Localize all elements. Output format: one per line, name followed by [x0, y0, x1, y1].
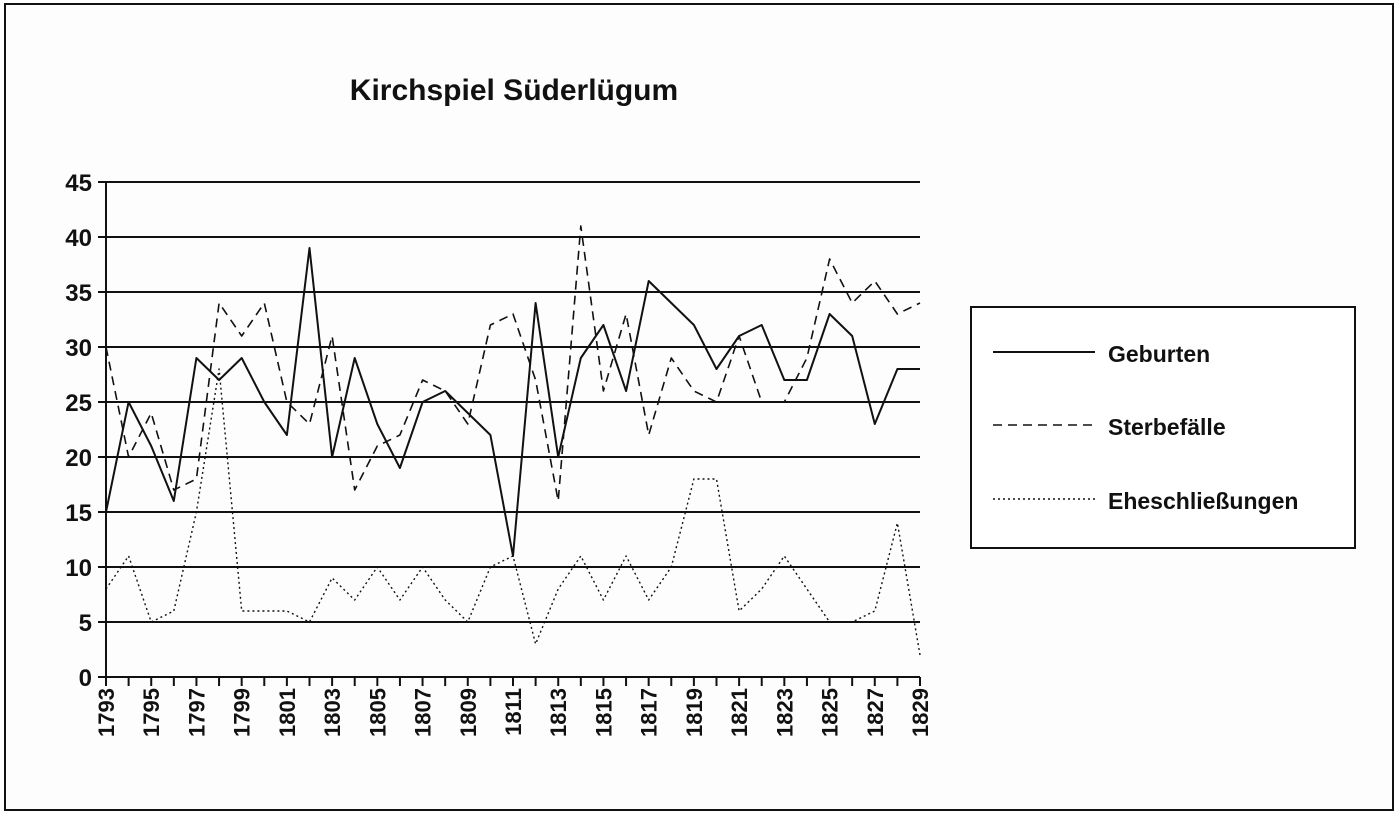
y-tick-label: 5 [79, 610, 92, 637]
x-tick-label: 1819 [682, 688, 707, 737]
legend: Geburten Sterbefälle Eheschließungen [970, 306, 1356, 549]
x-tick-label: 1797 [184, 688, 209, 737]
y-tick-label: 10 [65, 555, 92, 582]
axes [98, 181, 921, 686]
series-line-sterbefälle [105, 225, 921, 502]
x-tick-label: 1803 [320, 688, 345, 737]
x-tick-label: 1793 [94, 688, 119, 737]
legend-label: Eheschließungen [1108, 488, 1298, 514]
y-tick-label: 35 [65, 280, 92, 307]
y-tick-label: 40 [65, 225, 92, 252]
x-tick-label: 1809 [456, 688, 481, 737]
series-line-eheschließungen [105, 368, 921, 656]
x-tick-label: 1801 [275, 688, 300, 737]
x-tick-label: 1815 [591, 688, 616, 737]
chart-title: Kirchspiel Süderlügum [350, 74, 678, 107]
x-tick-label: 1795 [139, 688, 164, 737]
x-tick-label: 1827 [863, 688, 888, 737]
gridlines [106, 181, 920, 623]
x-tick-label: 1799 [230, 688, 255, 737]
y-tick-label: 20 [65, 445, 92, 472]
legend-box [970, 306, 1356, 549]
x-tick-label: 1825 [818, 688, 843, 737]
y-tick-label: 15 [65, 500, 92, 527]
y-tick-labels: 0 5 10 15 20 25 30 35 40 45 [65, 170, 92, 692]
x-tick-label: 1823 [772, 688, 797, 737]
x-tick-label: 1813 [546, 688, 571, 737]
x-tick-label: 1817 [637, 688, 662, 737]
x-tick-label: 1807 [411, 688, 436, 737]
legend-label: Geburten [1108, 341, 1210, 367]
legend-label: Sterbefälle [1108, 414, 1226, 440]
y-tick-label: 0 [79, 665, 92, 692]
x-tick-label: 1805 [365, 688, 390, 737]
y-tick-label: 30 [65, 335, 92, 362]
y-tick-label: 45 [65, 170, 92, 197]
series-lines [105, 225, 921, 656]
x-tick-label: 1821 [727, 688, 752, 737]
y-tick-label: 25 [65, 390, 92, 417]
x-tick-label: 1811 [501, 688, 526, 736]
x-tick-label: 1829 [908, 688, 933, 737]
x-tick-labels: 1793 1795 1797 1799 1801 1803 1805 1807 1809 1811… [94, 688, 933, 737]
